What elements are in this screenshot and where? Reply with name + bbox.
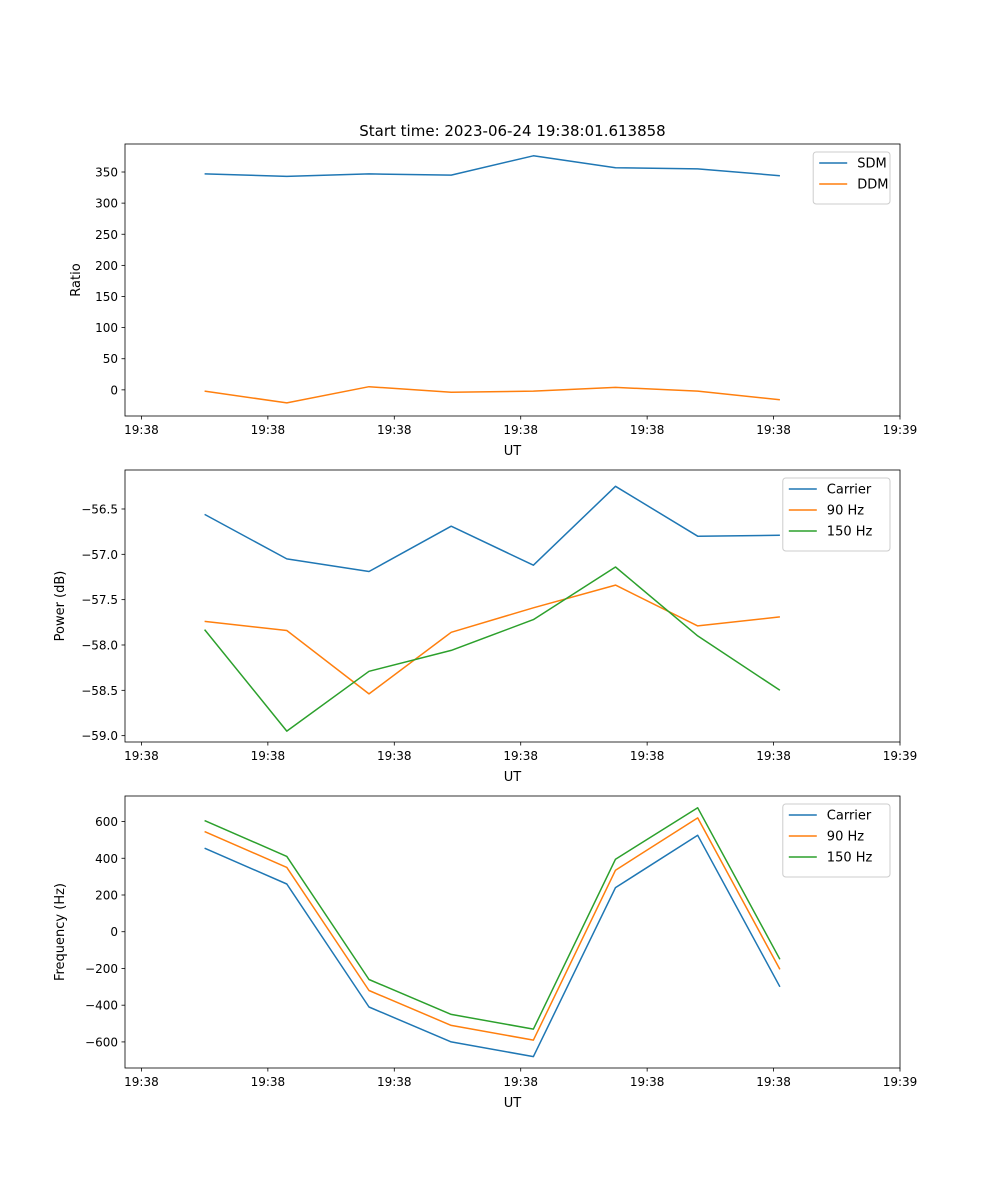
x-tick-label: 19:38 — [756, 1075, 791, 1089]
legend-label: SDM — [857, 157, 886, 172]
x-tick-label: 19:38 — [377, 423, 412, 437]
legend-box — [782, 803, 891, 878]
y-axis-label: Power (dB) — [53, 571, 68, 642]
legend: Carrier 90 Hz 150 Hz — [782, 803, 891, 878]
legend-box — [782, 477, 891, 552]
y-tick-label: −600 — [85, 1035, 118, 1049]
series-line-90-hz — [204, 584, 780, 695]
legend-label: 90 Hz — [827, 830, 864, 845]
x-tick-label: 19:38 — [251, 1075, 286, 1089]
x-tick-label: 19:38 — [756, 749, 791, 763]
x-tick-label: 19:38 — [124, 749, 159, 763]
y-tick-label: −56.5 — [81, 502, 118, 516]
chart-panel-3: 19:38 19:38 19:38 19:38 19:38 19:38 19:39 −600 −… — [53, 795, 918, 1111]
x-tick-label: 19:38 — [503, 1075, 538, 1089]
y-tick-label: −58.0 — [81, 638, 118, 652]
x-tick-label: 19:38 — [503, 749, 538, 763]
legend-box — [812, 151, 891, 205]
series-line-150-hz — [204, 566, 781, 732]
legend-label: 150 Hz — [827, 525, 873, 540]
y-tick-label: 50 — [103, 352, 118, 366]
y-tick-label: −200 — [85, 962, 118, 976]
y-tick-label: 100 — [95, 321, 118, 335]
x-tick-label: 19:39 — [883, 749, 918, 763]
y-tick-label: 400 — [95, 852, 118, 866]
legend: Carrier 90 Hz 150 Hz — [782, 477, 891, 552]
y-tick-label: 150 — [95, 290, 118, 304]
x-tick-label: 19:38 — [124, 1075, 159, 1089]
figure-title: Start time: 2023-06-24 19:38:01.613858 — [359, 122, 665, 140]
y-tick-label: 200 — [95, 888, 118, 902]
series-line-150-hz — [204, 807, 781, 1030]
x-tick-label: 19:38 — [630, 423, 665, 437]
series-line-90-hz — [204, 817, 781, 1041]
y-tick-label: 0 — [110, 925, 118, 939]
y-tick-label: 300 — [95, 197, 118, 211]
legend-label: Carrier — [827, 483, 872, 498]
series-line-carrier — [204, 834, 781, 1058]
y-tick-label: −57.0 — [81, 548, 118, 562]
chart-panel-1: 19:38 19:38 19:38 19:38 19:38 19:38 19:39 0 50 10… — [69, 143, 918, 459]
x-tick-label: 19:38 — [756, 423, 791, 437]
y-tick-label: 250 — [95, 228, 118, 242]
y-tick-label: 600 — [95, 815, 118, 829]
x-tick-label: 19:38 — [124, 423, 159, 437]
y-tick-label: −58.5 — [81, 684, 118, 698]
x-axis-label: UT — [504, 444, 522, 459]
x-tick-label: 19:38 — [377, 749, 412, 763]
series-line-carrier — [204, 485, 780, 573]
x-axis-label: UT — [504, 770, 522, 785]
y-tick-label: −59.0 — [81, 729, 118, 743]
axes-frame — [124, 469, 901, 743]
y-tick-label: 350 — [95, 166, 118, 180]
legend-label: 90 Hz — [827, 504, 864, 519]
legend: SDM DDM — [812, 151, 891, 205]
x-tick-label: 19:38 — [503, 423, 538, 437]
y-tick-label: −57.5 — [81, 593, 118, 607]
legend-label: DDM — [857, 178, 888, 193]
x-tick-label: 19:38 — [251, 423, 286, 437]
y-axis-label: Frequency (Hz) — [53, 883, 68, 981]
series-line-ddm — [204, 385, 780, 404]
x-tick-label: 19:39 — [883, 1075, 918, 1089]
x-tick-label: 19:38 — [251, 749, 286, 763]
chart-panel-2: 19:38 19:38 19:38 19:38 19:38 19:38 19:39 −59.0… — [53, 469, 918, 785]
series-line-sdm — [204, 155, 780, 178]
x-axis-label: UT — [504, 1096, 522, 1111]
legend-label: Carrier — [827, 809, 872, 824]
legend-label: 150 Hz — [827, 851, 873, 866]
x-tick-label: 19:38 — [377, 1075, 412, 1089]
x-tick-label: 19:38 — [630, 749, 665, 763]
y-tick-label: 200 — [95, 259, 118, 273]
x-tick-label: 19:39 — [883, 423, 918, 437]
y-axis-label: Ratio — [69, 263, 84, 296]
x-tick-label: 19:38 — [630, 1075, 665, 1089]
axes-frame — [124, 143, 901, 417]
y-tick-label: −400 — [85, 999, 118, 1013]
y-tick-label: 0 — [110, 383, 118, 397]
